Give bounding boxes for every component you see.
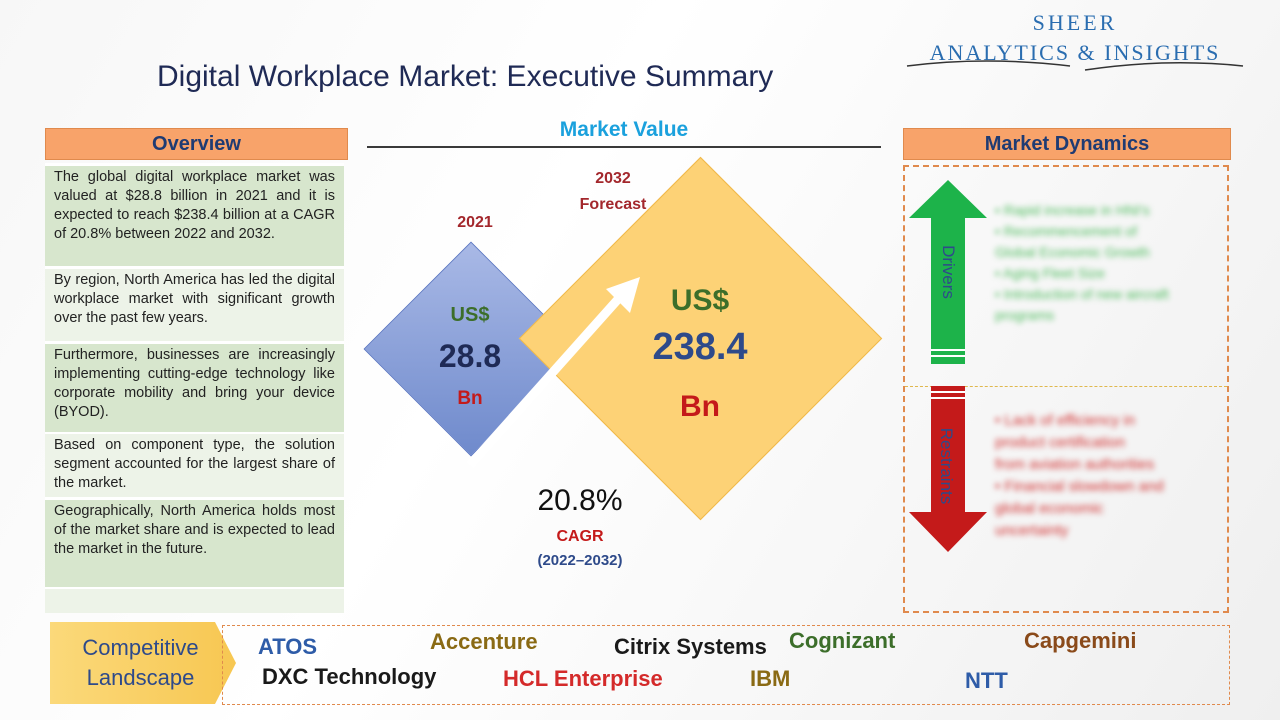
overview-item: The global digital workplace market was …: [45, 166, 344, 266]
cagr-period: (2022–2032): [537, 552, 623, 569]
value-2021: 28.8: [438, 338, 502, 374]
competitive-landscape-label: Competitive Landscape: [58, 633, 223, 693]
logo-line-1: SHEER: [1032, 10, 1118, 35]
logo-swoosh-icon: [906, 60, 1244, 71]
overview-item-empty: [45, 589, 344, 613]
page-title: Digital Workplace Market: Executive Summ…: [157, 60, 774, 93]
restraint-item: • Lack of efficiency in: [995, 412, 1136, 429]
cagr-value: 20.8%: [537, 484, 623, 517]
restraint-item: uncertainty: [995, 522, 1069, 539]
driver-item: programs: [995, 307, 1055, 323]
company-accenture: Accenture: [430, 629, 538, 654]
market-value-heading: Market Value: [559, 118, 689, 141]
year-2021: 2021: [457, 214, 493, 231]
market-dynamics-panel: [903, 165, 1229, 613]
driver-item: • Rapid increase in HNI's: [995, 202, 1150, 218]
cagr-label: CAGR: [556, 528, 604, 545]
overview-heading: Overview: [45, 128, 348, 160]
company-hcl: HCL Enterprise: [503, 666, 663, 691]
dynamics-divider: [905, 386, 1227, 387]
value-2032-unit: Bn: [680, 390, 720, 423]
company-ntt: NTT: [965, 668, 1008, 693]
competitive-landscape-panel: [222, 625, 1230, 705]
restraint-item: global economic: [995, 500, 1104, 517]
year-2032: 2032: [595, 170, 631, 187]
driver-item: • Recommencement of: [995, 223, 1137, 239]
company-cognizant: Cognizant: [789, 628, 896, 653]
overview-item: Based on component type, the solution se…: [45, 434, 344, 497]
restraint-item: from aviation authorities: [995, 456, 1155, 473]
company-dxc: DXC Technology: [262, 664, 437, 689]
restraints-label: Restraints: [937, 427, 956, 505]
drivers-label: Drivers: [939, 245, 958, 299]
cl-label-line-2: Landscape: [86, 665, 195, 690]
value-2032: 238.4: [652, 326, 748, 368]
cl-label-line-1: Competitive: [82, 635, 199, 660]
driver-item: • Aging Fleet Size: [995, 265, 1105, 281]
restraints-down-arrow-icon: [909, 386, 987, 552]
overview-item: Geographically, North America holds most…: [45, 500, 344, 587]
company-ibm: IBM: [750, 666, 791, 691]
value-2021-currency: US$: [450, 304, 490, 326]
restraints-list: • Lack of efficiency in product certific…: [995, 410, 1164, 542]
drivers-list: • Rapid increase in HNI's • Recommenceme…: [995, 200, 1169, 326]
restraint-item: product certification: [995, 434, 1126, 451]
overview-item: By region, North America has led the dig…: [45, 269, 344, 341]
competitive-landscape-tag-icon: [50, 622, 236, 704]
company-citrix: Citrix Systems: [614, 634, 767, 659]
company-atos: ATOS: [258, 634, 318, 659]
value-2021-unit: Bn: [457, 388, 483, 409]
market-dynamics-heading: Market Dynamics: [903, 128, 1231, 160]
driver-item: • Introduction of new aircraft: [995, 286, 1169, 302]
year-2032-label: Forecast: [579, 196, 647, 213]
driver-item: Global Economic Growth: [995, 244, 1150, 260]
overview-item: Furthermore, businesses are increasingly…: [45, 344, 344, 432]
overview-panel: The global digital workplace market was …: [45, 163, 344, 613]
value-2032-currency: US$: [670, 284, 730, 317]
company-capgemini: Capgemini: [1024, 628, 1137, 653]
drivers-up-arrow-icon: [909, 180, 987, 364]
company-logo: SHEER ANALYTICS & INSIGHTS: [905, 8, 1245, 72]
market-value-divider: [367, 146, 881, 148]
growth-arrow-icon: [466, 277, 640, 468]
restraint-item: • Financial slowdown and: [995, 478, 1164, 495]
